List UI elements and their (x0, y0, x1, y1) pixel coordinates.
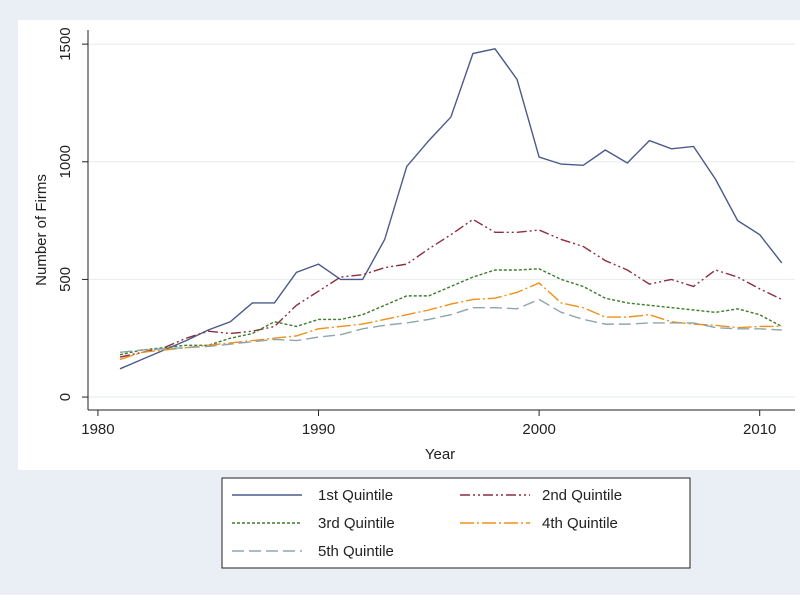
y-tick-label: 1000 (57, 145, 74, 178)
x-tick-label: 1980 (81, 421, 114, 438)
x-axis-label: Year (425, 446, 455, 463)
x-tick-label: 2000 (522, 421, 555, 438)
line-series (119, 268, 783, 356)
legend-label: 1st Quintile (318, 487, 393, 504)
legend-label: 2nd Quintile (542, 487, 622, 504)
x-tick-label: 1990 (302, 421, 335, 438)
y-tick-label: 500 (57, 267, 74, 292)
legend-label: 4th Quintile (542, 515, 618, 532)
line-series (119, 282, 782, 361)
legend-label: 3rd Quintile (318, 515, 395, 532)
y-axis-label: Number of Firms (33, 174, 50, 286)
y-tick-label: 1500 (57, 27, 74, 60)
line-series (119, 48, 783, 370)
x-tick-label: 2010 (743, 421, 776, 438)
plot-background (18, 20, 800, 470)
line-series (119, 298, 782, 354)
line-series (119, 218, 783, 358)
legend-label: 5th Quintile (318, 543, 394, 560)
y-tick-label: 0 (57, 393, 74, 401)
